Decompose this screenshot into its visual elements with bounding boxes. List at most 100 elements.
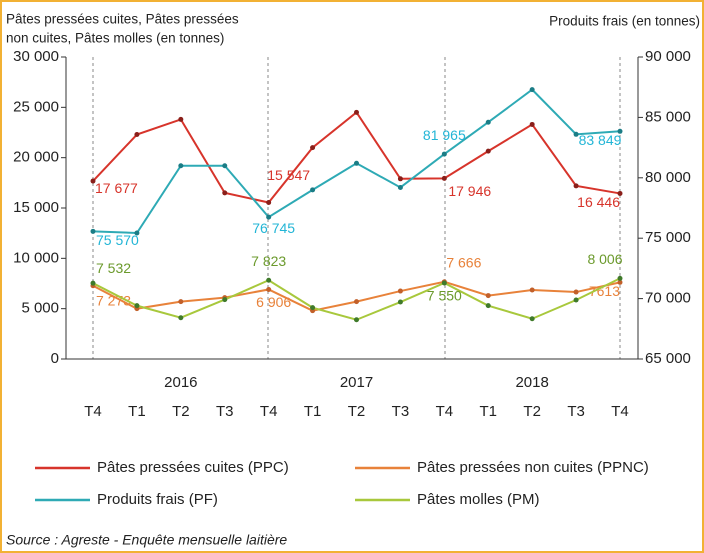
point	[485, 148, 491, 154]
x-tick-label: T1	[304, 403, 322, 420]
point	[397, 184, 403, 190]
x-tick-label: T3	[392, 403, 410, 420]
y2-tick-label: 80 000	[645, 169, 691, 186]
point	[573, 289, 579, 295]
point	[617, 190, 623, 196]
data-label: 81 965	[423, 127, 466, 143]
legend-label: Pâtes pressées non cuites (PPNC)	[417, 459, 649, 476]
y2-tick-label: 85 000	[645, 108, 691, 125]
legend-label: Pâtes pressées cuites (PPC)	[97, 459, 289, 476]
point	[310, 187, 316, 193]
point	[485, 119, 491, 125]
point	[134, 132, 140, 138]
y-tick-label: 20 000	[13, 149, 59, 166]
source: Source : Agreste - Enquête mensuelle lai…	[6, 532, 287, 548]
point	[222, 297, 228, 303]
point	[354, 109, 359, 115]
x-tick-label: T4	[260, 403, 278, 420]
point	[310, 305, 316, 311]
point	[134, 230, 140, 236]
point	[354, 299, 359, 305]
y2-axis-label: Produits frais (en tonnes)	[549, 14, 700, 29]
point	[397, 176, 403, 182]
year-label: 2018	[515, 374, 548, 391]
x-tick-label: T1	[128, 403, 146, 420]
data-label: 16 446	[577, 194, 620, 210]
point	[573, 297, 579, 303]
y-tick-label: 15 000	[13, 199, 59, 216]
point	[441, 151, 447, 157]
x-tick-label: T2	[523, 403, 541, 420]
chart-title-line: Pâtes pressées cuites, Pâtes pressées	[6, 12, 239, 27]
point	[90, 228, 96, 234]
point	[266, 277, 272, 283]
point	[266, 214, 272, 220]
data-label: 8 006	[587, 251, 622, 267]
point	[266, 199, 272, 205]
y-tick-label: 25 000	[13, 98, 59, 115]
data-label: 7 550	[427, 288, 462, 304]
y-tick-label: 0	[51, 350, 59, 367]
point	[310, 145, 316, 151]
point	[485, 293, 491, 299]
data-label: 7 823	[251, 253, 286, 269]
legend-label: Pâtes molles (PM)	[417, 491, 540, 508]
point	[529, 121, 535, 127]
point	[441, 175, 447, 181]
point	[90, 178, 96, 184]
x-tick-label: T1	[479, 403, 497, 420]
year-separators	[92, 57, 621, 359]
point	[178, 163, 184, 169]
year-label: 2016	[164, 374, 197, 391]
y2-tick-label: 70 000	[645, 290, 691, 307]
point	[354, 317, 359, 323]
data-label: 17 946	[448, 183, 491, 199]
point	[222, 163, 228, 169]
point	[617, 275, 623, 281]
y-tick-label: 10 000	[13, 249, 59, 266]
point	[222, 190, 228, 196]
point	[529, 316, 535, 322]
point	[90, 280, 96, 286]
point	[617, 128, 623, 134]
point	[529, 87, 535, 93]
x-tick-label: T2	[172, 403, 190, 420]
data-label: 83 849	[579, 132, 622, 148]
point	[617, 279, 623, 285]
point	[266, 286, 272, 292]
y2-tick-label: 65 000	[645, 350, 691, 367]
year-label: 2017	[340, 374, 373, 391]
legend-label: Produits frais (PF)	[97, 491, 218, 508]
y-tick-label: 5 000	[21, 300, 59, 317]
x-tick-label: T4	[436, 403, 454, 420]
data-label: 75 570	[96, 232, 139, 248]
point	[485, 303, 491, 309]
data-label: 6 906	[256, 294, 291, 310]
point	[178, 315, 184, 321]
point	[573, 131, 579, 137]
point	[354, 160, 359, 166]
y-tick-label: 30 000	[13, 48, 59, 65]
x-tick-label: T2	[348, 403, 366, 420]
point	[529, 287, 535, 293]
point	[134, 303, 140, 309]
data-label: 7 273	[96, 292, 131, 308]
y2-tick-label: 90 000	[645, 48, 691, 65]
data-label: 76 745	[252, 220, 295, 236]
chart-title-line: non cuites, Pâtes molles (en tonnes)	[6, 31, 224, 46]
x-tick-label: T3	[216, 403, 234, 420]
y2-tick-label: 75 000	[645, 229, 691, 246]
point	[178, 116, 184, 122]
point	[178, 299, 184, 305]
data-label: 15 547	[267, 167, 310, 183]
x-tick-label: T3	[567, 403, 585, 420]
point	[397, 299, 403, 305]
x-tick-label: T4	[84, 403, 102, 420]
data-label: 7 666	[446, 255, 481, 271]
point	[573, 183, 579, 189]
x-tick-label: T4	[611, 403, 629, 420]
data-label: 7613	[589, 283, 620, 299]
data-label: 7 532	[96, 260, 131, 276]
